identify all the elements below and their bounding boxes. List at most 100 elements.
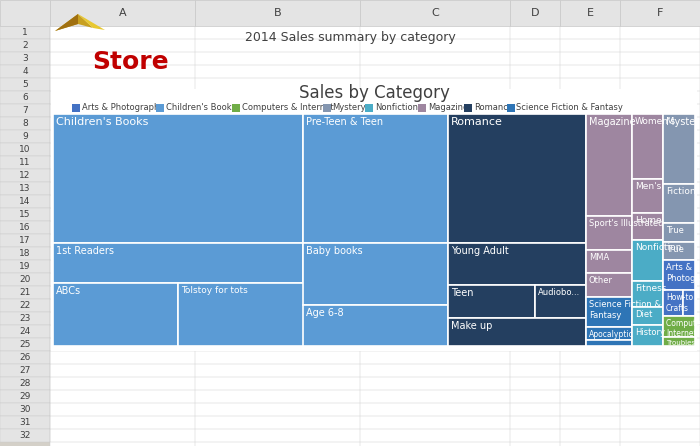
Bar [683,290,695,316]
Text: 5: 5 [22,80,28,89]
Text: B: B [274,8,281,18]
Bar [586,114,632,216]
Text: D: D [531,8,539,18]
Text: Children's Books: Children's Books [165,103,235,112]
Bar [50,0,195,26]
Text: Make up: Make up [451,321,492,331]
Text: 1st Readers: 1st Readers [56,246,114,256]
Text: 4: 4 [22,67,28,76]
Text: Magazine: Magazine [428,103,468,112]
Text: 8: 8 [22,119,28,128]
Bar [323,104,330,112]
Bar [663,337,695,346]
Bar [632,213,663,240]
Text: 2014 Sales summary by category: 2014 Sales summary by category [244,32,456,45]
Bar [178,283,316,346]
Text: Romance: Romance [475,103,513,112]
Text: 23: 23 [20,314,31,323]
Bar [663,114,695,184]
Bar [0,299,50,312]
Text: 16: 16 [20,223,31,232]
Bar [0,143,50,156]
Bar [0,273,50,286]
Text: History: History [635,328,665,337]
Bar [448,243,586,285]
Text: Nonfiction: Nonfiction [635,244,682,252]
Bar [0,208,50,221]
Text: Store: Store [92,50,169,74]
Text: 22: 22 [20,301,31,310]
Bar [0,156,50,169]
Bar [0,416,50,429]
Bar [0,429,50,442]
Text: 18: 18 [20,249,31,258]
Text: 10: 10 [20,145,31,154]
Bar [632,240,663,281]
Polygon shape [55,14,93,31]
Bar [360,0,510,26]
Text: 15: 15 [20,210,31,219]
Text: MMA: MMA [589,253,609,262]
Bar [0,65,50,78]
Bar [303,243,448,306]
Text: Home: Home [635,215,661,225]
Bar [0,338,50,351]
Bar [0,78,50,91]
Text: Diet: Diet [635,310,652,318]
Text: Troubleshooting: Troubleshooting [666,340,700,346]
Text: Other: Other [589,276,613,285]
Bar [195,0,360,26]
Text: Science Fiction &
Fantasy: Science Fiction & Fantasy [589,300,661,320]
Text: Pre-Teen & Teen: Pre-Teen & Teen [307,117,384,127]
Bar [0,91,50,104]
Text: Computers & Internet: Computers & Internet [241,103,333,112]
Text: Arts & Photography: Arts & Photography [82,103,164,112]
Text: Mystery: Mystery [332,103,366,112]
Bar [663,242,695,260]
Bar [0,403,50,416]
Text: 31: 31 [20,418,31,427]
Bar [0,377,50,390]
Text: Women's: Women's [635,117,676,126]
Text: Audiobo...: Audiobo... [538,288,580,297]
Bar [53,283,178,346]
Text: 30: 30 [20,405,31,414]
Text: Men's: Men's [635,182,661,191]
Bar [663,184,695,223]
Bar [53,243,303,283]
Bar [586,216,632,250]
Bar [303,306,448,346]
Text: E: E [587,8,594,18]
Text: Fiction: Fiction [666,186,696,196]
Polygon shape [78,14,105,30]
Bar [155,104,164,112]
Text: A: A [119,8,126,18]
Bar [0,195,50,208]
Text: 17: 17 [20,236,31,245]
Polygon shape [55,14,78,31]
Bar [0,390,50,403]
Text: Apocalyptic: Apocalyptic [589,330,634,339]
Bar [0,104,50,117]
Text: Computers &
Internet: Computers & Internet [666,319,700,338]
Bar [53,114,303,243]
Bar [0,234,50,247]
Bar [0,117,50,130]
Bar [0,260,50,273]
Bar [632,179,663,213]
Bar [0,286,50,299]
Bar [0,221,50,234]
Bar [0,26,50,39]
Text: 3: 3 [22,54,28,63]
Bar [663,260,695,290]
Text: 28: 28 [20,379,31,388]
Text: Arts &
Photography: Arts & Photography [666,263,700,283]
Bar [0,325,50,338]
Bar [586,273,632,297]
Text: Nonfiction: Nonfiction [374,103,418,112]
Bar [448,114,586,243]
Bar [72,104,80,112]
Bar [586,297,632,327]
Bar [0,0,50,26]
Bar [0,247,50,260]
